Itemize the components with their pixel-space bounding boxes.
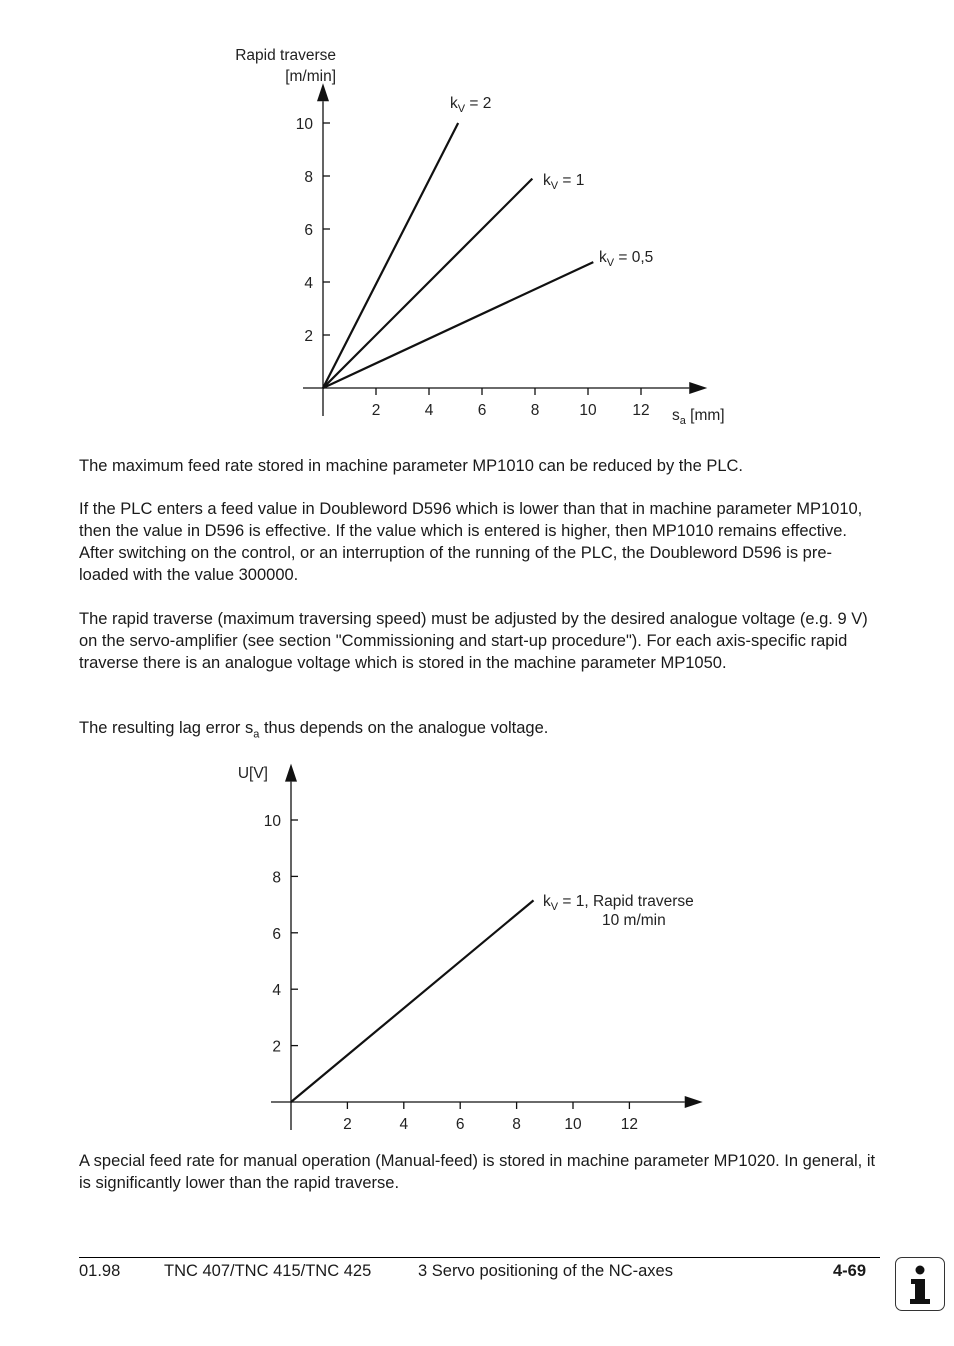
x-tick-label: 10 <box>564 1116 582 1133</box>
y-axis-label: U[V] <box>238 765 268 782</box>
text: The resulting lag error s <box>79 719 254 737</box>
series-line <box>322 122 460 389</box>
x-tick-label: 6 <box>478 402 487 419</box>
x-tick-label: 8 <box>512 1116 521 1133</box>
footer-divider <box>79 1257 880 1258</box>
paragraph-plc-feed: If the PLC enters a feed value in Double… <box>79 500 863 584</box>
series-label-line2: 10 m/min <box>602 912 666 929</box>
y-tick-label: 6 <box>304 222 313 239</box>
x-tick-label: 12 <box>621 1116 638 1133</box>
x-tick-label: 4 <box>399 1116 408 1133</box>
series-line <box>290 899 535 1103</box>
paragraph-manual-feed: A special feed rate for manual operation… <box>79 1152 876 1192</box>
text: thus depends on the analogue voltage. <box>259 719 549 737</box>
y-tick-label: 10 <box>264 813 282 830</box>
y-axis-label: Rapid traverse <box>235 47 336 64</box>
x-axis-arrow <box>689 382 708 394</box>
y-axis-label: [m/min] <box>285 68 336 85</box>
footer-page-number: 4-69 <box>833 1262 867 1280</box>
footer-section: 3 Servo positioning of the NC-axes <box>418 1262 673 1280</box>
x-tick-label: 6 <box>456 1116 465 1133</box>
x-tick-label: 2 <box>343 1116 352 1133</box>
y-tick-label: 10 <box>296 116 314 133</box>
y-tick-label: 2 <box>272 1039 281 1056</box>
series-label: kV = 1 <box>543 172 584 192</box>
y-tick-label: 4 <box>304 275 313 292</box>
y-tick-label: 6 <box>272 926 281 943</box>
series-label: kV = 0,5 <box>599 249 653 269</box>
paragraph-rapid-traverse: The rapid traverse (maximum traversing s… <box>79 610 868 672</box>
chart-rapid-traverse: 2 4 6 8 10 12 2 4 6 8 10 Rapid traverse [m/min] sa [m… <box>235 47 725 427</box>
y-axis-arrow <box>317 83 329 102</box>
y-tick-label: 8 <box>272 869 281 886</box>
series-line <box>322 261 594 389</box>
footer-model: TNC 407/TNC 415/TNC 425 <box>164 1262 372 1280</box>
y-tick-label: 8 <box>304 169 313 186</box>
x-axis-label: sa [mm] <box>672 407 725 427</box>
y-axis-arrow <box>285 763 297 782</box>
footer-date: 01.98 <box>79 1262 121 1280</box>
x-tick-label: 10 <box>579 402 597 419</box>
paragraph-max-feed: The maximum feed rate stored in machine … <box>79 457 744 475</box>
subscript: a <box>253 728 260 741</box>
x-tick-label: 12 <box>632 402 649 419</box>
series-line <box>322 177 534 389</box>
x-tick-label: 2 <box>372 402 381 419</box>
info-icon <box>895 1257 945 1311</box>
series-label: kV = 2 <box>450 95 491 115</box>
paragraph-lag-error: The resulting lag error sa thus depends … <box>79 717 879 745</box>
x-axis-arrow <box>684 1096 703 1108</box>
x-tick-label: 8 <box>531 402 540 419</box>
x-tick-label: 4 <box>425 402 434 419</box>
series-label: kV = 1, Rapid traverse <box>543 893 694 913</box>
y-tick-label: 4 <box>272 982 281 999</box>
y-tick-label: 2 <box>304 328 313 345</box>
